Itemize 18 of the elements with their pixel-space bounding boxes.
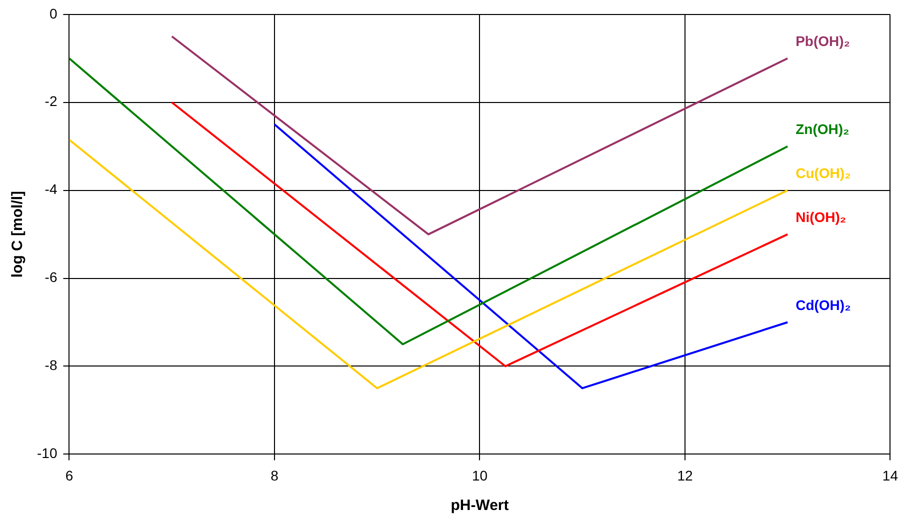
y-tick-label: -10 xyxy=(37,445,58,462)
series-label: Cd(OH)₂ xyxy=(796,297,851,314)
y-tick-label: -2 xyxy=(44,93,58,110)
x-axis-title: pH-Wert xyxy=(450,497,509,514)
series-label: Pb(OH)₂ xyxy=(796,33,850,50)
series-label: Zn(OH)₂ xyxy=(796,121,850,138)
x-tick-label: 12 xyxy=(677,467,693,484)
y-axis-title: log C [mol/l] xyxy=(9,190,26,278)
y-tick-label: 0 xyxy=(49,5,58,22)
x-tick-label: 8 xyxy=(270,467,279,484)
y-tick-label: -6 xyxy=(44,269,58,286)
x-tick-label: 10 xyxy=(472,467,488,484)
series-label: Cu(OH)₂ xyxy=(796,165,851,182)
y-tick-label: -4 xyxy=(44,181,58,198)
series-label: Ni(OH)₂ xyxy=(796,209,846,226)
x-tick-label: 6 xyxy=(65,467,74,484)
x-tick-label: 14 xyxy=(882,467,898,484)
y-tick-label: -8 xyxy=(44,357,58,374)
